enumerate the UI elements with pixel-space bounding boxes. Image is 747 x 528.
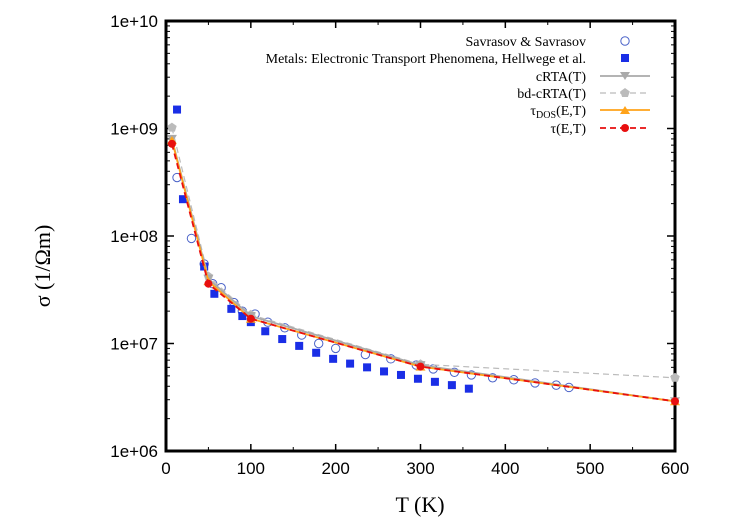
data-point — [246, 314, 255, 323]
y-tick-label: 1e+06 — [110, 442, 158, 461]
x-tick-label: 600 — [661, 459, 689, 478]
legend-marker — [620, 72, 630, 80]
legend-marker — [620, 106, 630, 114]
data-point — [167, 122, 177, 132]
x-tick-label: 400 — [491, 459, 519, 478]
data-point — [330, 343, 341, 354]
y-tick-label: 1e+09 — [110, 120, 158, 139]
legend-label: Savrasov & Savrasov — [465, 35, 586, 50]
series-1 — [173, 105, 473, 393]
plot-axes: 0 100 200 300 400 500 600 1e+06 1e+07 1e+08 1e+09 1… — [110, 12, 689, 478]
legend-label: τDOS(E,T) — [530, 104, 586, 121]
y-tick-label: 1e+08 — [110, 227, 158, 246]
series-5 — [167, 139, 679, 406]
x-tick-label: 500 — [576, 459, 604, 478]
y-axis-label: σ (1/Ωm) — [30, 225, 55, 308]
data-point — [295, 341, 304, 350]
data-point — [186, 233, 197, 244]
legend-label: τ(E,T) — [550, 122, 586, 137]
data-point — [227, 304, 236, 313]
plot-legend: Savrasov & Savrasov Metals: Electronic Tr… — [266, 35, 650, 137]
series-3 — [167, 122, 680, 382]
x-tick-label: 300 — [406, 459, 434, 478]
data-point — [204, 279, 213, 288]
data-point — [238, 312, 247, 321]
legend-label: Metals: Electronic Transport Phenomena, … — [266, 52, 586, 67]
data-point — [447, 381, 456, 390]
plot-frame — [164, 19, 677, 453]
series-line — [171, 127, 676, 379]
data-point — [396, 370, 405, 379]
legend-marker — [621, 54, 629, 62]
data-point — [346, 359, 355, 368]
y-tick-label: 1e+10 — [110, 12, 158, 31]
data-point — [464, 384, 473, 393]
data-point — [167, 139, 176, 148]
data-point — [261, 327, 270, 336]
data-point — [329, 354, 338, 363]
x-tick-label: 200 — [321, 459, 349, 478]
data-point — [278, 335, 287, 344]
legend-marker — [620, 36, 630, 46]
data-point — [430, 377, 439, 386]
legend-label: cRTA(T) — [536, 70, 586, 85]
y-tick-label: 1e+07 — [110, 335, 158, 354]
data-point — [416, 362, 425, 371]
data-point — [210, 289, 219, 298]
plot-series — [166, 105, 680, 406]
data-point — [380, 367, 389, 376]
series-line — [171, 143, 676, 403]
x-tick-label: 100 — [237, 459, 265, 478]
series-0 — [172, 172, 574, 393]
legend-label: bd-cRTA(T) — [517, 87, 586, 102]
x-tick-label: 0 — [161, 459, 170, 478]
data-point — [178, 195, 187, 204]
data-point — [312, 348, 321, 357]
data-point — [413, 374, 422, 383]
x-axis-label: T (K) — [395, 492, 444, 517]
data-point — [670, 372, 680, 382]
data-point — [173, 105, 182, 114]
data-point — [314, 338, 324, 349]
legend-marker — [621, 124, 629, 132]
legend-marker — [620, 88, 630, 97]
data-point — [671, 397, 679, 406]
data-point — [363, 363, 372, 372]
